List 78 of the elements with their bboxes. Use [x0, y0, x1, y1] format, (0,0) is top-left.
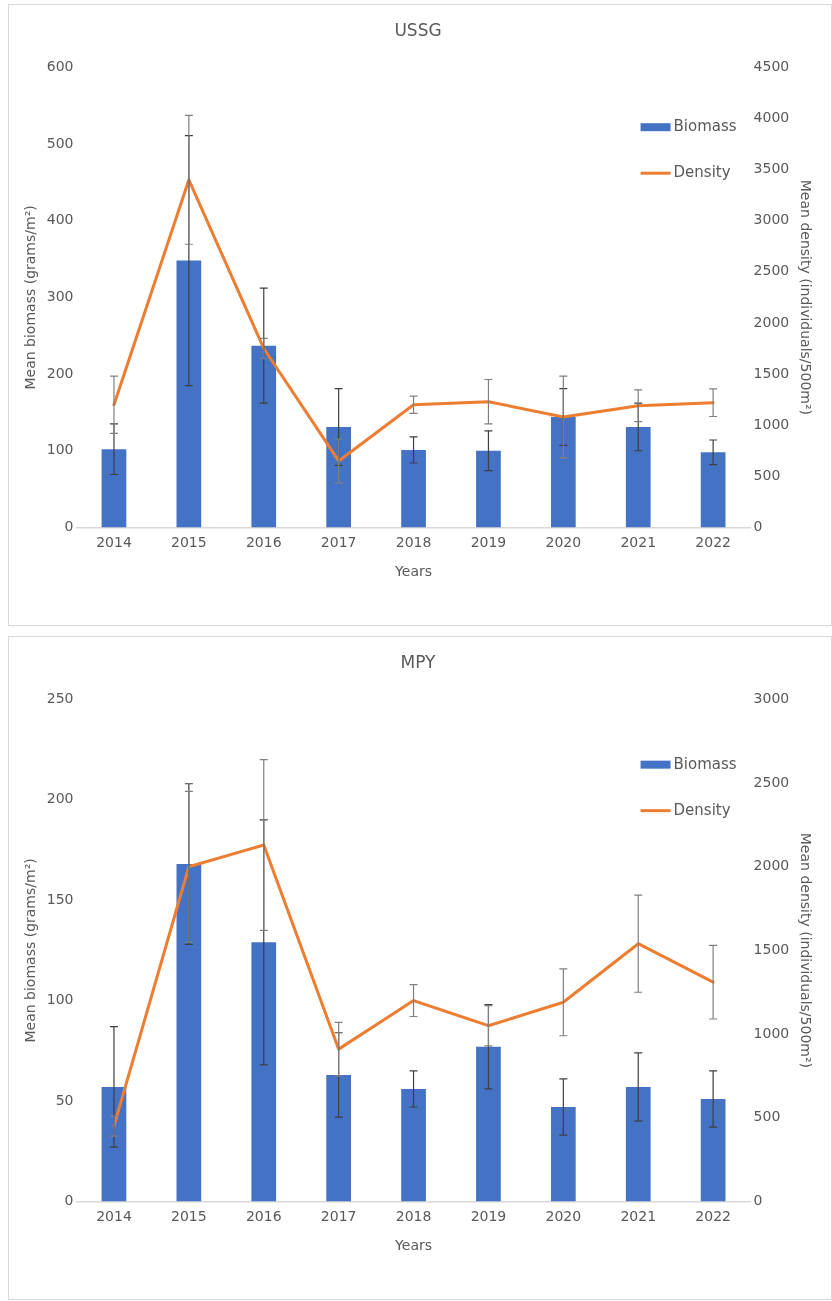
x-tick-label: 2015	[171, 1208, 207, 1225]
y2-tick-label: 2500	[753, 262, 790, 279]
y2-tick-label: 3000	[753, 211, 790, 228]
y-tick-label: 50	[55, 1091, 74, 1108]
x-tick-label: 2014	[96, 1208, 132, 1225]
legend-label: Biomass	[673, 117, 737, 136]
bar	[101, 1086, 127, 1202]
bar	[176, 260, 202, 528]
x-tick-label: 2018	[395, 1208, 432, 1225]
bar	[101, 449, 127, 528]
bar	[476, 450, 501, 528]
legend-label: Biomass	[673, 754, 737, 773]
bar	[326, 426, 352, 528]
x-tick-label: 2020	[545, 1208, 582, 1225]
x-axis-title: Years	[394, 1237, 433, 1254]
x-tick-label: 2015	[171, 534, 207, 551]
chart-title: USSG	[394, 19, 442, 40]
y2-tick-label: 500	[753, 466, 781, 483]
y-tick-label: 150	[46, 890, 74, 907]
y2-tick-label: 2000	[753, 313, 790, 330]
bar	[550, 1107, 576, 1202]
legend-label: Density	[673, 163, 731, 182]
chart-title: MPY	[400, 651, 437, 672]
y-tick-label: 0	[64, 1192, 74, 1209]
bar	[625, 1086, 651, 1202]
x-axis-title: Years	[394, 563, 433, 580]
y2-axis-title: Mean density (individuals/500m²)	[797, 179, 814, 416]
bar	[326, 1074, 352, 1202]
bar	[550, 417, 576, 528]
x-tick-label: 2017	[320, 534, 357, 551]
y-tick-label: 100	[46, 991, 74, 1008]
y2-tick-label: 1000	[753, 415, 790, 432]
bar	[176, 864, 202, 1202]
y-tick-label: 250	[46, 690, 74, 707]
x-tick-label: 2022	[695, 1208, 731, 1225]
x-tick-label: 2018	[395, 534, 432, 551]
y2-axis-title: Mean density (individuals/500m²)	[797, 832, 814, 1069]
x-tick-label: 2019	[470, 1208, 507, 1225]
y-tick-label: 500	[46, 134, 74, 151]
bar	[401, 449, 426, 528]
y2-tick-label: 2000	[753, 857, 790, 874]
bar	[251, 345, 277, 528]
x-tick-label: 2021	[620, 1208, 657, 1225]
y-tick-label: 0	[64, 518, 74, 535]
y2-tick-label: 2500	[753, 773, 790, 790]
x-tick-label: 2020	[545, 534, 582, 551]
y-tick-label: 200	[46, 790, 74, 807]
bar	[700, 1098, 726, 1202]
y2-tick-label: 4000	[753, 109, 790, 126]
x-tick-label: 2014	[96, 534, 132, 551]
y-tick-label: 600	[46, 58, 74, 75]
y2-tick-label: 0	[753, 1192, 763, 1209]
y2-tick-label: 1500	[753, 941, 790, 958]
y2-tick-label: 1500	[753, 364, 790, 381]
x-tick-label: 2016	[245, 1208, 282, 1225]
bar	[476, 1046, 501, 1202]
y2-tick-label: 1000	[753, 1024, 790, 1041]
y-tick-label: 200	[46, 364, 74, 381]
y2-tick-label: 4500	[753, 58, 790, 75]
y-axis-title: Mean biomass (grams/m²)	[22, 858, 39, 1043]
y2-tick-label: 3000	[753, 690, 790, 707]
y2-tick-label: 500	[753, 1108, 781, 1125]
y2-tick-label: 3500	[753, 160, 790, 177]
x-tick-label: 2021	[620, 534, 657, 551]
y-tick-label: 100	[46, 441, 74, 458]
legend-label: Density	[673, 800, 731, 819]
y-tick-label: 400	[46, 211, 74, 228]
y-axis-title: Mean biomass (grams/m²)	[22, 205, 39, 390]
bar	[401, 1088, 426, 1202]
y-tick-label: 300	[46, 288, 74, 305]
x-tick-label: 2017	[320, 1208, 357, 1225]
y2-tick-label: 0	[753, 518, 763, 535]
bar	[251, 942, 277, 1202]
x-tick-label: 2019	[470, 534, 507, 551]
x-tick-label: 2016	[245, 534, 282, 551]
bar	[700, 452, 726, 528]
bar	[625, 426, 651, 528]
x-tick-label: 2022	[695, 534, 731, 551]
